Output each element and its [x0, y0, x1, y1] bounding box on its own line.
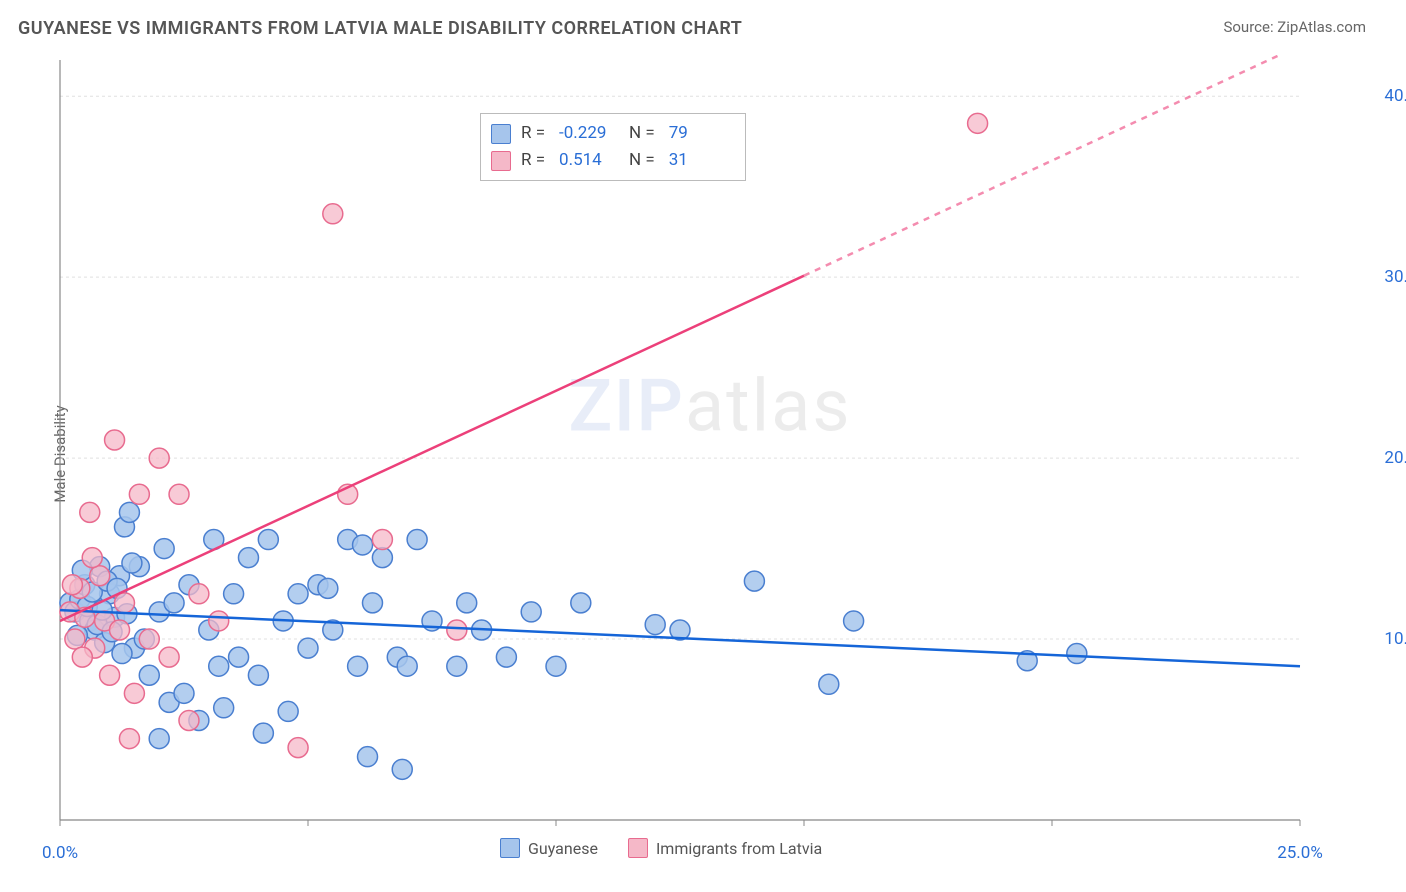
n-label: N =	[629, 147, 655, 174]
r-label: R =	[521, 120, 545, 147]
n-value: 31	[669, 147, 729, 174]
chart-area: Male Disability ZIPatlas R = -0.229 N = …	[50, 55, 1370, 835]
x-tick-label: 0.0%	[42, 843, 78, 863]
r-value: -0.229	[559, 120, 619, 147]
legend-label: Guyanese	[528, 839, 598, 858]
n-label: N =	[629, 120, 655, 147]
bottom-legend: Guyanese Immigrants from Latvia	[500, 838, 822, 858]
swatch-icon	[628, 838, 648, 858]
chart-title: GUYANESE VS IMMIGRANTS FROM LATVIA MALE …	[18, 18, 742, 39]
swatch-icon	[491, 151, 511, 171]
y-tick-label: 10.0%	[1384, 629, 1406, 649]
legend-label: Immigrants from Latvia	[656, 839, 822, 858]
r-label: R =	[521, 147, 545, 174]
swatch-icon	[491, 124, 511, 144]
correlation-row-0: R = -0.229 N = 79	[491, 120, 729, 147]
correlation-row-1: R = 0.514 N = 31	[491, 147, 729, 174]
r-value: 0.514	[559, 147, 619, 174]
source-label: Source: ZipAtlas.com	[1223, 18, 1366, 36]
x-tick-label: 25.0%	[1277, 843, 1323, 863]
legend-item-0: Guyanese	[500, 838, 598, 858]
y-tick-label: 20.0%	[1384, 448, 1406, 468]
y-tick-label: 30.0%	[1384, 267, 1406, 287]
header-row: GUYANESE VS IMMIGRANTS FROM LATVIA MALE …	[0, 0, 1406, 39]
n-value: 79	[669, 120, 729, 147]
correlation-legend: R = -0.229 N = 79 R = 0.514 N = 31	[480, 113, 746, 181]
swatch-icon	[500, 838, 520, 858]
legend-item-1: Immigrants from Latvia	[628, 838, 822, 858]
y-tick-label: 40.0%	[1384, 86, 1406, 106]
